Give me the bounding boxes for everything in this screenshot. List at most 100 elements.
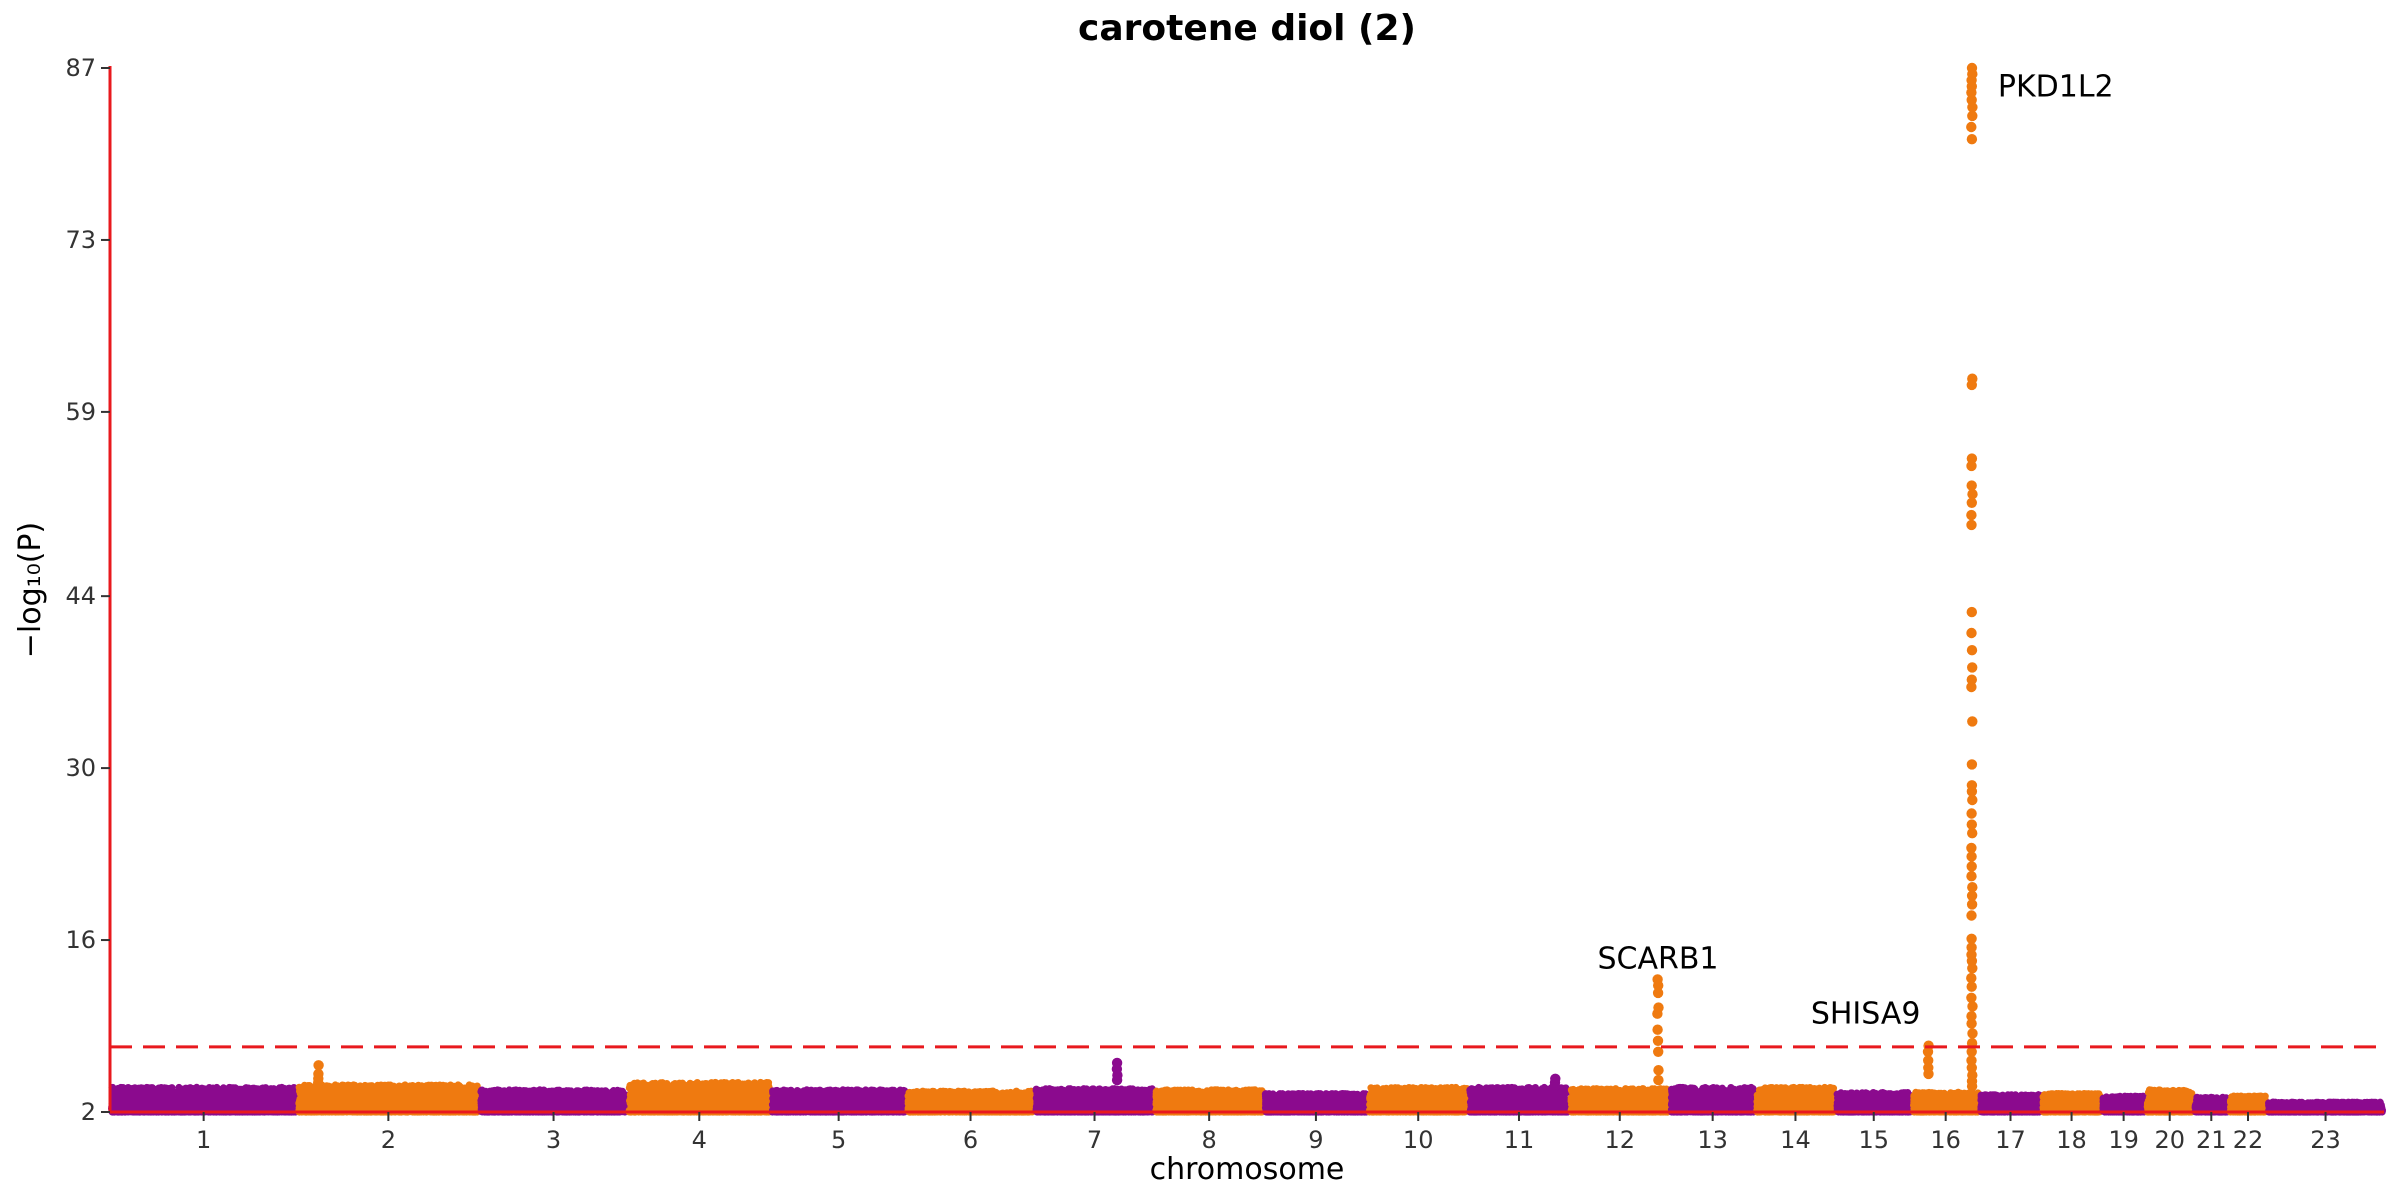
x-tick-label: 10	[1403, 1126, 1434, 1154]
x-axis-ticks: 1 2 3 4 5 6 7 8 9 10 11 12 13 14 15 16 17 18 19 20 21 22 23	[196, 1112, 2341, 1154]
peak-point	[1966, 480, 1977, 491]
peak-point	[1966, 819, 1978, 830]
peak-point	[1967, 882, 1978, 893]
chr-11-points	[1466, 1083, 1572, 1116]
chr-13-points	[1667, 1083, 1758, 1116]
peak-point	[1966, 942, 1977, 953]
peak-point	[1967, 828, 1978, 839]
peak-point	[1923, 1055, 1934, 1066]
peak-point	[1966, 509, 1977, 521]
gene-label-shisa9: SHISA9	[1811, 997, 1921, 1032]
x-tick-label: 13	[1697, 1126, 1728, 1154]
peak-point	[1966, 497, 1978, 508]
x-tick-label: 18	[2056, 1126, 2087, 1154]
chr-6-points	[904, 1087, 1037, 1116]
x-tick-label: 7	[1087, 1126, 1102, 1154]
chr-12-points	[1567, 1085, 1673, 1116]
y-tick-label: 73	[65, 226, 96, 254]
peak-point	[1653, 1046, 1664, 1058]
x-tick-label: 6	[963, 1126, 978, 1154]
peak-point	[1652, 987, 1664, 999]
chr-21-points	[2191, 1093, 2231, 1116]
x-tick-label: 4	[692, 1126, 707, 1154]
x-tick-label: 21	[2196, 1126, 2227, 1154]
peak-point	[1966, 1011, 1977, 1022]
peak-point	[1966, 87, 1977, 98]
y-tick-label: 87	[65, 54, 96, 82]
peak-point	[1966, 981, 1977, 992]
peak-point	[1966, 759, 1978, 770]
chr-4-points	[625, 1078, 773, 1116]
chr-10-points	[1365, 1083, 1471, 1116]
peak-point	[1967, 110, 1978, 122]
chr-2-points	[295, 1081, 482, 1116]
peak-point	[1967, 102, 1978, 113]
peak-point	[1966, 134, 1978, 145]
peak-point	[1966, 910, 1977, 921]
x-tick-label: 23	[2310, 1126, 2341, 1154]
x-tick-label: 1	[196, 1126, 211, 1154]
chart-title: carotene diol (2)	[1078, 8, 1416, 49]
x-tick-label: 17	[1995, 1126, 2026, 1154]
gene-annotations: PKD1L2 SCARB1 SHISA9	[1597, 69, 2113, 1031]
x-tick-label: 15	[1858, 1126, 1889, 1154]
x-tick-label: 20	[2154, 1126, 2185, 1154]
peak-point	[1966, 786, 1978, 797]
peak-point	[1966, 519, 1977, 531]
x-tick-label: 14	[1780, 1126, 1811, 1154]
peak-point	[1549, 1081, 1561, 1092]
peak-point	[1967, 794, 1978, 806]
chr-1-points	[108, 1083, 300, 1116]
peak-point	[1967, 1028, 1978, 1039]
peak-point	[1966, 1055, 1977, 1066]
peak-point	[1967, 662, 1978, 673]
chr-22-points	[2226, 1092, 2270, 1116]
peak-point	[1652, 1035, 1664, 1047]
peak-point	[1966, 1046, 1977, 1058]
peak-point	[1966, 1018, 1977, 1029]
x-tick-label: 22	[2233, 1126, 2264, 1154]
peak-point	[1966, 842, 1977, 854]
peak-point	[1966, 1062, 1978, 1074]
y-axis-ticks: 2 16 30 44 59 73 87	[65, 54, 110, 1126]
peak-point	[1966, 606, 1978, 618]
peak-point	[313, 1060, 324, 1071]
gene-label-pkd1l2: PKD1L2	[1998, 69, 2114, 104]
x-axis-label: chromosome	[1150, 1152, 1345, 1187]
peak-point	[1966, 1081, 1978, 1092]
peak-point	[1966, 460, 1977, 472]
peak-point	[1966, 627, 1977, 639]
y-tick-label: 44	[65, 582, 96, 610]
x-tick-label: 12	[1604, 1126, 1635, 1154]
peak-point	[1967, 963, 1978, 974]
y-axis-label: −log₁₀(P)	[13, 522, 48, 658]
peak-point	[1966, 851, 1977, 862]
chr-14-points	[1753, 1083, 1838, 1116]
peak-point	[1966, 955, 1978, 967]
gene-label-scarb1: SCARB1	[1597, 942, 1718, 977]
peak-point	[1966, 899, 1978, 910]
peak-point	[1966, 681, 1977, 693]
y-tick-label: 59	[65, 398, 96, 426]
peak-point	[1966, 890, 1978, 901]
peak-point	[1966, 972, 1977, 984]
peak-point	[1967, 716, 1978, 727]
chr-19-points	[2099, 1092, 2148, 1116]
x-tick-label: 19	[2108, 1126, 2139, 1154]
peak-point	[1966, 121, 1977, 133]
x-tick-label: 16	[1930, 1126, 1961, 1154]
x-tick-label: 3	[546, 1126, 561, 1154]
x-tick-label: 5	[831, 1126, 846, 1154]
chr-9-points	[1261, 1089, 1370, 1116]
chr-20-points	[2143, 1086, 2196, 1116]
peak-point	[1966, 933, 1977, 944]
peak-point	[1653, 980, 1664, 991]
chr-7-points	[1032, 1085, 1157, 1116]
chr-15-points	[1833, 1088, 1914, 1116]
peak-point	[1923, 1068, 1934, 1080]
peak-point	[1967, 489, 1978, 500]
x-tick-label: 2	[381, 1126, 396, 1154]
peak-point	[1966, 861, 1977, 872]
